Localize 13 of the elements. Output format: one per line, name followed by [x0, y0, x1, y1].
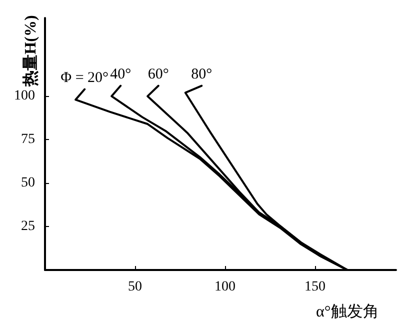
y-axis-title: 热量H(%) [22, 15, 40, 88]
x-tick-label: 150 [304, 280, 326, 294]
x-tick-label: 50 [128, 280, 142, 294]
y-tick-label: 100 [14, 88, 35, 104]
y-tick-label: 50 [21, 176, 35, 191]
series-label: 80° [191, 66, 212, 82]
series-label: Φ = 20° [60, 70, 109, 86]
x-axis-title: α°触发角 [316, 304, 379, 320]
series-label: 40° [110, 66, 132, 82]
y-tick-label: 75 [21, 132, 35, 148]
x-tick-label: 100 [214, 280, 236, 294]
y-tick-label: 25 [21, 219, 35, 234]
series-label: 60° [148, 66, 169, 82]
